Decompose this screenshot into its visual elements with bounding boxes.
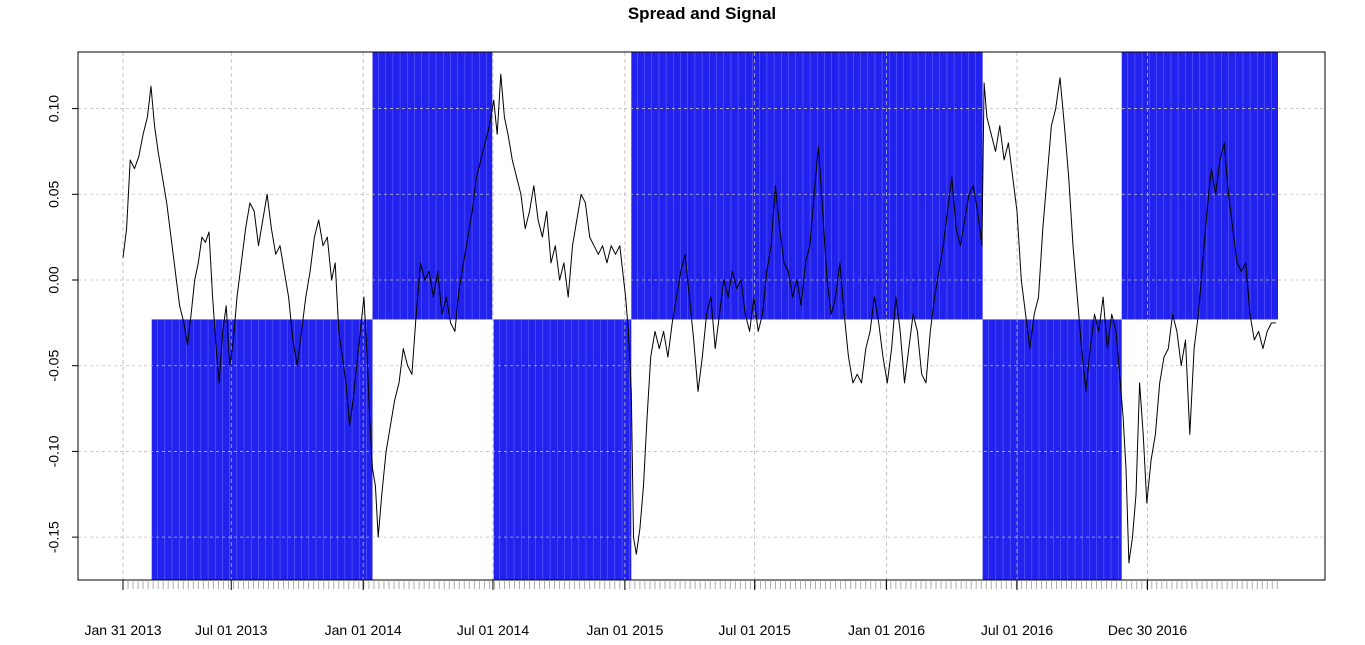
y-tick-label: -0.05 [46, 350, 62, 382]
y-tick-label: 0.05 [46, 180, 62, 207]
x-tick-label: Jul 01 2016 [981, 622, 1054, 638]
spread-line-layer [122, 73, 1276, 564]
signal-bar [982, 319, 1122, 580]
x-tick-label: Jan 01 2015 [586, 622, 663, 638]
y-tick-label: -0.15 [46, 521, 62, 553]
x-tick-label: Jul 01 2014 [457, 622, 530, 638]
grid-layer [78, 52, 1325, 580]
x-tick-label: Jan 01 2014 [325, 622, 402, 638]
x-tick-label: Jan 31 2013 [84, 622, 161, 638]
signal-bar [151, 319, 373, 580]
y-tick-label: -0.10 [46, 435, 62, 467]
x-tick-label: Jul 01 2015 [718, 622, 791, 638]
x-tick-label: Jul 01 2013 [195, 622, 268, 638]
signal-bar [631, 52, 983, 320]
signal-bar [372, 52, 493, 320]
spread-line [122, 73, 1276, 564]
chart-title: Spread and Signal [627, 4, 777, 23]
x-tick-label: Jan 01 2016 [848, 622, 925, 638]
y-tick-label: 0.00 [46, 266, 62, 293]
plot-frame [77, 51, 1326, 581]
signal-bar [493, 319, 632, 580]
axes-layer: -0.15 -0.10 -0.05 0.00 0.05 0.10 Jan 31 2013 Ju… [46, 51, 1326, 638]
y-tick-label: 0.10 [46, 95, 62, 122]
signal-bars-layer [151, 52, 1278, 580]
x-tick-label: Dec 30 2016 [1108, 622, 1188, 638]
